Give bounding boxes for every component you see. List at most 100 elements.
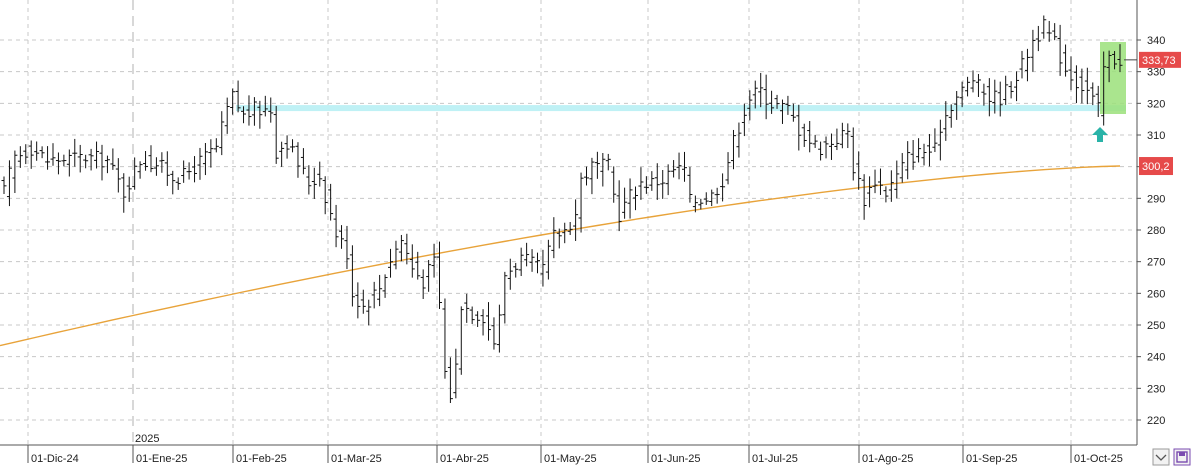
ohlc-bar [137,161,143,179]
ohlc-bar [801,123,807,147]
ohlc-bar [1090,82,1096,106]
ohlc-bar [371,281,377,309]
ohlc-bar [774,94,780,109]
ohlc-bar [556,228,562,249]
ohlc-bar [986,78,992,117]
ohlc-bar [1068,56,1074,91]
y-tick-label: 250 [1147,320,1165,332]
ohlc-bar [61,154,67,167]
ohlc-bar [197,147,203,180]
ohlc-bar [279,141,285,167]
ohlc-bar [23,144,29,165]
ohlc-bar [202,143,208,176]
last-price-label: 333,73 [1142,55,1176,67]
ohlc-bar [121,173,127,213]
y-tick-label: 330 [1147,67,1165,79]
ohlc-bar [823,136,829,159]
save-button[interactable] [1173,448,1191,466]
ohlc-bar [997,81,1003,117]
ohlc-bar [970,70,976,93]
x-tick-label: 01-Jul-25 [752,453,798,465]
ohlc-bar [55,152,61,175]
ohlc-bar [132,157,138,190]
ohlc-bar [921,143,927,166]
ohlc-bar [981,83,987,106]
up-arrow-shape [1092,127,1108,142]
ohlc-bar [377,274,383,307]
y-tick-label: 280 [1147,225,1165,237]
ohlc-bar [730,129,736,170]
ohlc-bar [611,166,617,203]
ohlc-bar [638,167,644,200]
ohlc-bar [464,293,470,323]
ohlc-bar [720,173,726,202]
ohlc-bar [616,180,622,232]
ohlc-bar [295,142,301,178]
ohlc-bar [796,104,802,151]
ohlc-bar [328,183,334,221]
ohlc-bar [284,135,290,159]
ohlc-bar [262,95,268,117]
x-tick-label: 01-Mar-25 [331,453,382,465]
ohlc-bar [322,176,328,215]
x-tick-label: 01-Dic-24 [31,453,79,465]
y-tick-label: 320 [1147,98,1165,110]
ohlc-bar [529,249,535,272]
ohlc-bar [676,152,682,180]
ohlc-bar [175,177,181,190]
ohlc-bar [594,151,600,179]
ohlc-bar [45,146,51,170]
ohlc-bar [937,119,943,161]
ohlc-bar [622,187,628,219]
ohlc-bar [839,122,845,149]
ohlc-bar [828,133,834,160]
ohlc-bar [834,128,840,151]
support-band-rect [236,105,1126,112]
ohlc-bar [366,299,372,326]
ohlc-bar [687,166,693,203]
ohlc-bar [39,146,45,159]
ohlc-bar [654,163,660,200]
ohlc-bar [1063,44,1069,77]
ohlc-bar [1057,24,1063,76]
ohlc-bar [1101,51,1107,126]
grid-lines [0,0,1137,445]
zoom-button[interactable] [1152,448,1170,466]
ohlc-bar [115,158,121,193]
ohlc-bar [409,244,415,278]
ohlc-bar [583,166,589,186]
ohlc-bar [382,274,388,298]
ohlc-bar [159,152,165,173]
ohlc-bar [779,99,785,124]
ohlc-bar [306,165,312,195]
ohlc-bar [192,156,198,183]
ohlc-bar [763,74,769,120]
ohlc-bar [725,152,731,185]
ohlc-bar [1079,68,1085,104]
ohlc-bar [818,141,824,161]
ohlc-bar [458,306,464,375]
ohlc-bar [1024,48,1030,82]
ohlc-bar [741,103,747,137]
ohlc-bar [916,138,922,163]
ohlc-bar [578,172,584,233]
ohlc-bar [143,151,149,171]
ohlc-bar [99,144,105,181]
ohlc-bar [812,134,818,148]
ohlc-bar [17,146,23,168]
ohlc-bar [257,100,263,129]
ohlc-bar [453,348,459,399]
ohlc-bar [845,123,851,149]
ohlc-bar [883,186,889,203]
ohlc-bar [1112,51,1118,70]
ohlc-bar [948,104,954,128]
ohlc-bar [665,164,671,196]
corner-buttons[interactable] [1152,448,1191,466]
ohlc-bar [1084,67,1090,105]
ohlc-bar [535,252,541,274]
ohlc-bar [524,242,530,267]
ohlc-bar [502,271,508,324]
ohlc-bar [910,140,916,170]
ohlc-bar [1052,23,1058,41]
